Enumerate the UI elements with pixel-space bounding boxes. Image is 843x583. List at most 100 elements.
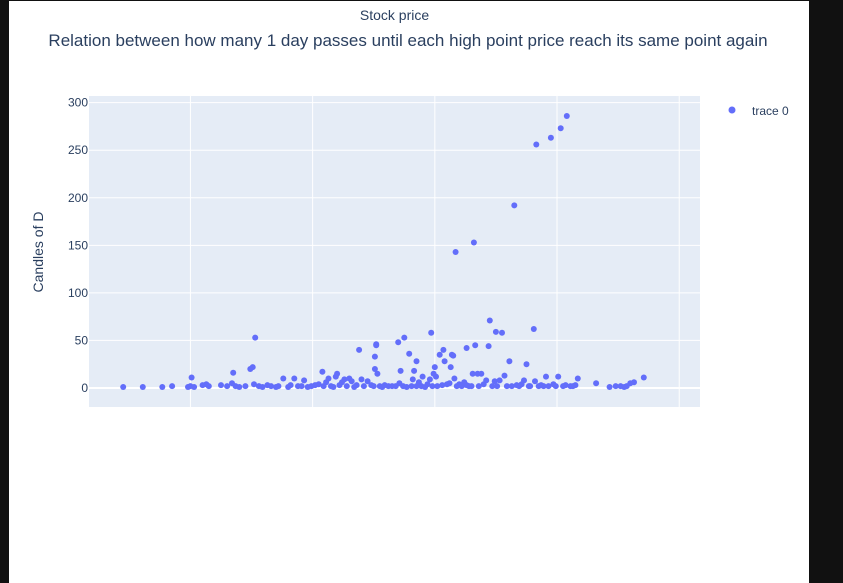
scatter-point[interactable] <box>360 383 367 390</box>
scatter-point[interactable] <box>562 382 569 389</box>
scatter-point[interactable] <box>475 383 482 390</box>
scatter-point[interactable] <box>433 373 439 380</box>
scatter-point[interactable] <box>468 383 475 390</box>
scatter-point[interactable] <box>483 377 490 384</box>
scatter-point[interactable] <box>489 383 496 390</box>
scatter-point[interactable] <box>397 367 404 374</box>
scatter-point[interactable] <box>406 350 413 357</box>
scatter-point[interactable] <box>606 384 613 390</box>
scatter-point[interactable] <box>452 249 459 255</box>
scatter-point[interactable] <box>492 328 499 335</box>
scatter-point[interactable] <box>436 351 443 358</box>
legend[interactable]: trace 0 <box>728 104 790 118</box>
scatter-point[interactable] <box>249 364 256 371</box>
scatter-point[interactable] <box>574 375 581 382</box>
scatter-point[interactable] <box>447 364 454 371</box>
scatter-point[interactable] <box>191 384 198 390</box>
scatter-point[interactable] <box>446 380 453 387</box>
scatter-point[interactable] <box>330 384 337 390</box>
scatter-point[interactable] <box>364 378 371 385</box>
scatter-point[interactable] <box>478 370 485 377</box>
scatter-point[interactable] <box>440 346 447 353</box>
scatter-point[interactable] <box>428 329 435 336</box>
scatter-point[interactable] <box>373 341 380 348</box>
scatter-point[interactable] <box>532 378 538 385</box>
scatter-point[interactable] <box>499 329 505 336</box>
scatter-point[interactable] <box>441 358 448 365</box>
scatter-point[interactable] <box>374 370 381 377</box>
scatter-point[interactable] <box>439 382 446 389</box>
scatter-point[interactable] <box>356 346 363 353</box>
scatter-point[interactable] <box>224 383 231 390</box>
scatter-point[interactable] <box>370 383 377 390</box>
scatter-point[interactable] <box>523 361 530 368</box>
scatter-point[interactable] <box>251 381 257 388</box>
scatter-point[interactable] <box>486 317 493 324</box>
scatter-point[interactable] <box>139 384 146 390</box>
scatter-point[interactable] <box>188 374 195 381</box>
scatter-point[interactable] <box>521 377 527 384</box>
scatter-point[interactable] <box>424 381 431 388</box>
scatter-point[interactable] <box>236 384 243 390</box>
scatter-point[interactable] <box>218 382 224 389</box>
scatter-point[interactable] <box>259 384 266 390</box>
scatter-point[interactable] <box>511 202 518 209</box>
scatter-point[interactable] <box>319 368 326 375</box>
scatter-point[interactable] <box>463 345 470 351</box>
scatter-point[interactable] <box>413 358 420 365</box>
scatter-point[interactable] <box>491 378 498 385</box>
scatter-chart[interactable]: Relation between how many 1 day passes u… <box>0 0 809 583</box>
scatter-point[interactable] <box>434 383 441 390</box>
scatter-point[interactable] <box>353 382 360 389</box>
scatter-point[interactable] <box>343 383 350 390</box>
scatter-point[interactable] <box>640 374 647 381</box>
scatter-point[interactable] <box>411 367 418 374</box>
scatter-point[interactable] <box>429 383 436 390</box>
scatter-point[interactable] <box>496 377 503 384</box>
scatter-point[interactable] <box>159 384 166 390</box>
scatter-point[interactable] <box>325 375 332 382</box>
scatter-point[interactable] <box>469 370 476 377</box>
scatter-point[interactable] <box>358 376 365 383</box>
scatter-point[interactable] <box>169 383 176 390</box>
scatter-point[interactable] <box>552 383 559 390</box>
scatter-point[interactable] <box>485 343 492 350</box>
scatter-point[interactable] <box>530 326 537 332</box>
scatter-point[interactable] <box>631 379 637 386</box>
scatter-point[interactable] <box>450 352 457 359</box>
scatter-point[interactable] <box>205 383 212 390</box>
scatter-point[interactable] <box>252 334 259 341</box>
scatter-point[interactable] <box>508 383 515 390</box>
scatter-point[interactable] <box>572 382 579 389</box>
scatter-point[interactable] <box>557 125 564 132</box>
scatter-point[interactable] <box>395 339 402 346</box>
scatter-point[interactable] <box>547 134 554 141</box>
scatter-point[interactable] <box>242 383 249 390</box>
scatter-point[interactable] <box>555 373 562 380</box>
scatter-point[interactable] <box>120 384 127 390</box>
scatter-point[interactable] <box>287 382 294 389</box>
scatter-point[interactable] <box>472 342 479 349</box>
scatter-point[interactable] <box>503 383 510 390</box>
scatter-point[interactable] <box>371 366 378 372</box>
scatter-points[interactable] <box>120 113 647 390</box>
scatter-point[interactable] <box>341 376 348 383</box>
scatter-point[interactable] <box>545 383 552 390</box>
scatter-point[interactable] <box>451 375 458 382</box>
scatter-point[interactable] <box>275 383 282 390</box>
scatter-point[interactable] <box>334 370 341 377</box>
scatter-point[interactable] <box>403 384 410 390</box>
scatter-point[interactable] <box>419 373 426 380</box>
scatter-point[interactable] <box>527 383 534 390</box>
scatter-point[interactable] <box>563 113 570 119</box>
scatter-point[interactable] <box>431 364 438 371</box>
scatter-point[interactable] <box>409 376 416 383</box>
scatter-point[interactable] <box>401 334 408 341</box>
scatter-point[interactable] <box>280 375 287 382</box>
scatter-point[interactable] <box>543 373 549 380</box>
scatter-point[interactable] <box>301 377 308 384</box>
scatter-point[interactable] <box>593 380 600 387</box>
scatter-point[interactable] <box>501 372 508 379</box>
scatter-point[interactable] <box>540 383 547 390</box>
scatter-point[interactable] <box>408 383 415 390</box>
